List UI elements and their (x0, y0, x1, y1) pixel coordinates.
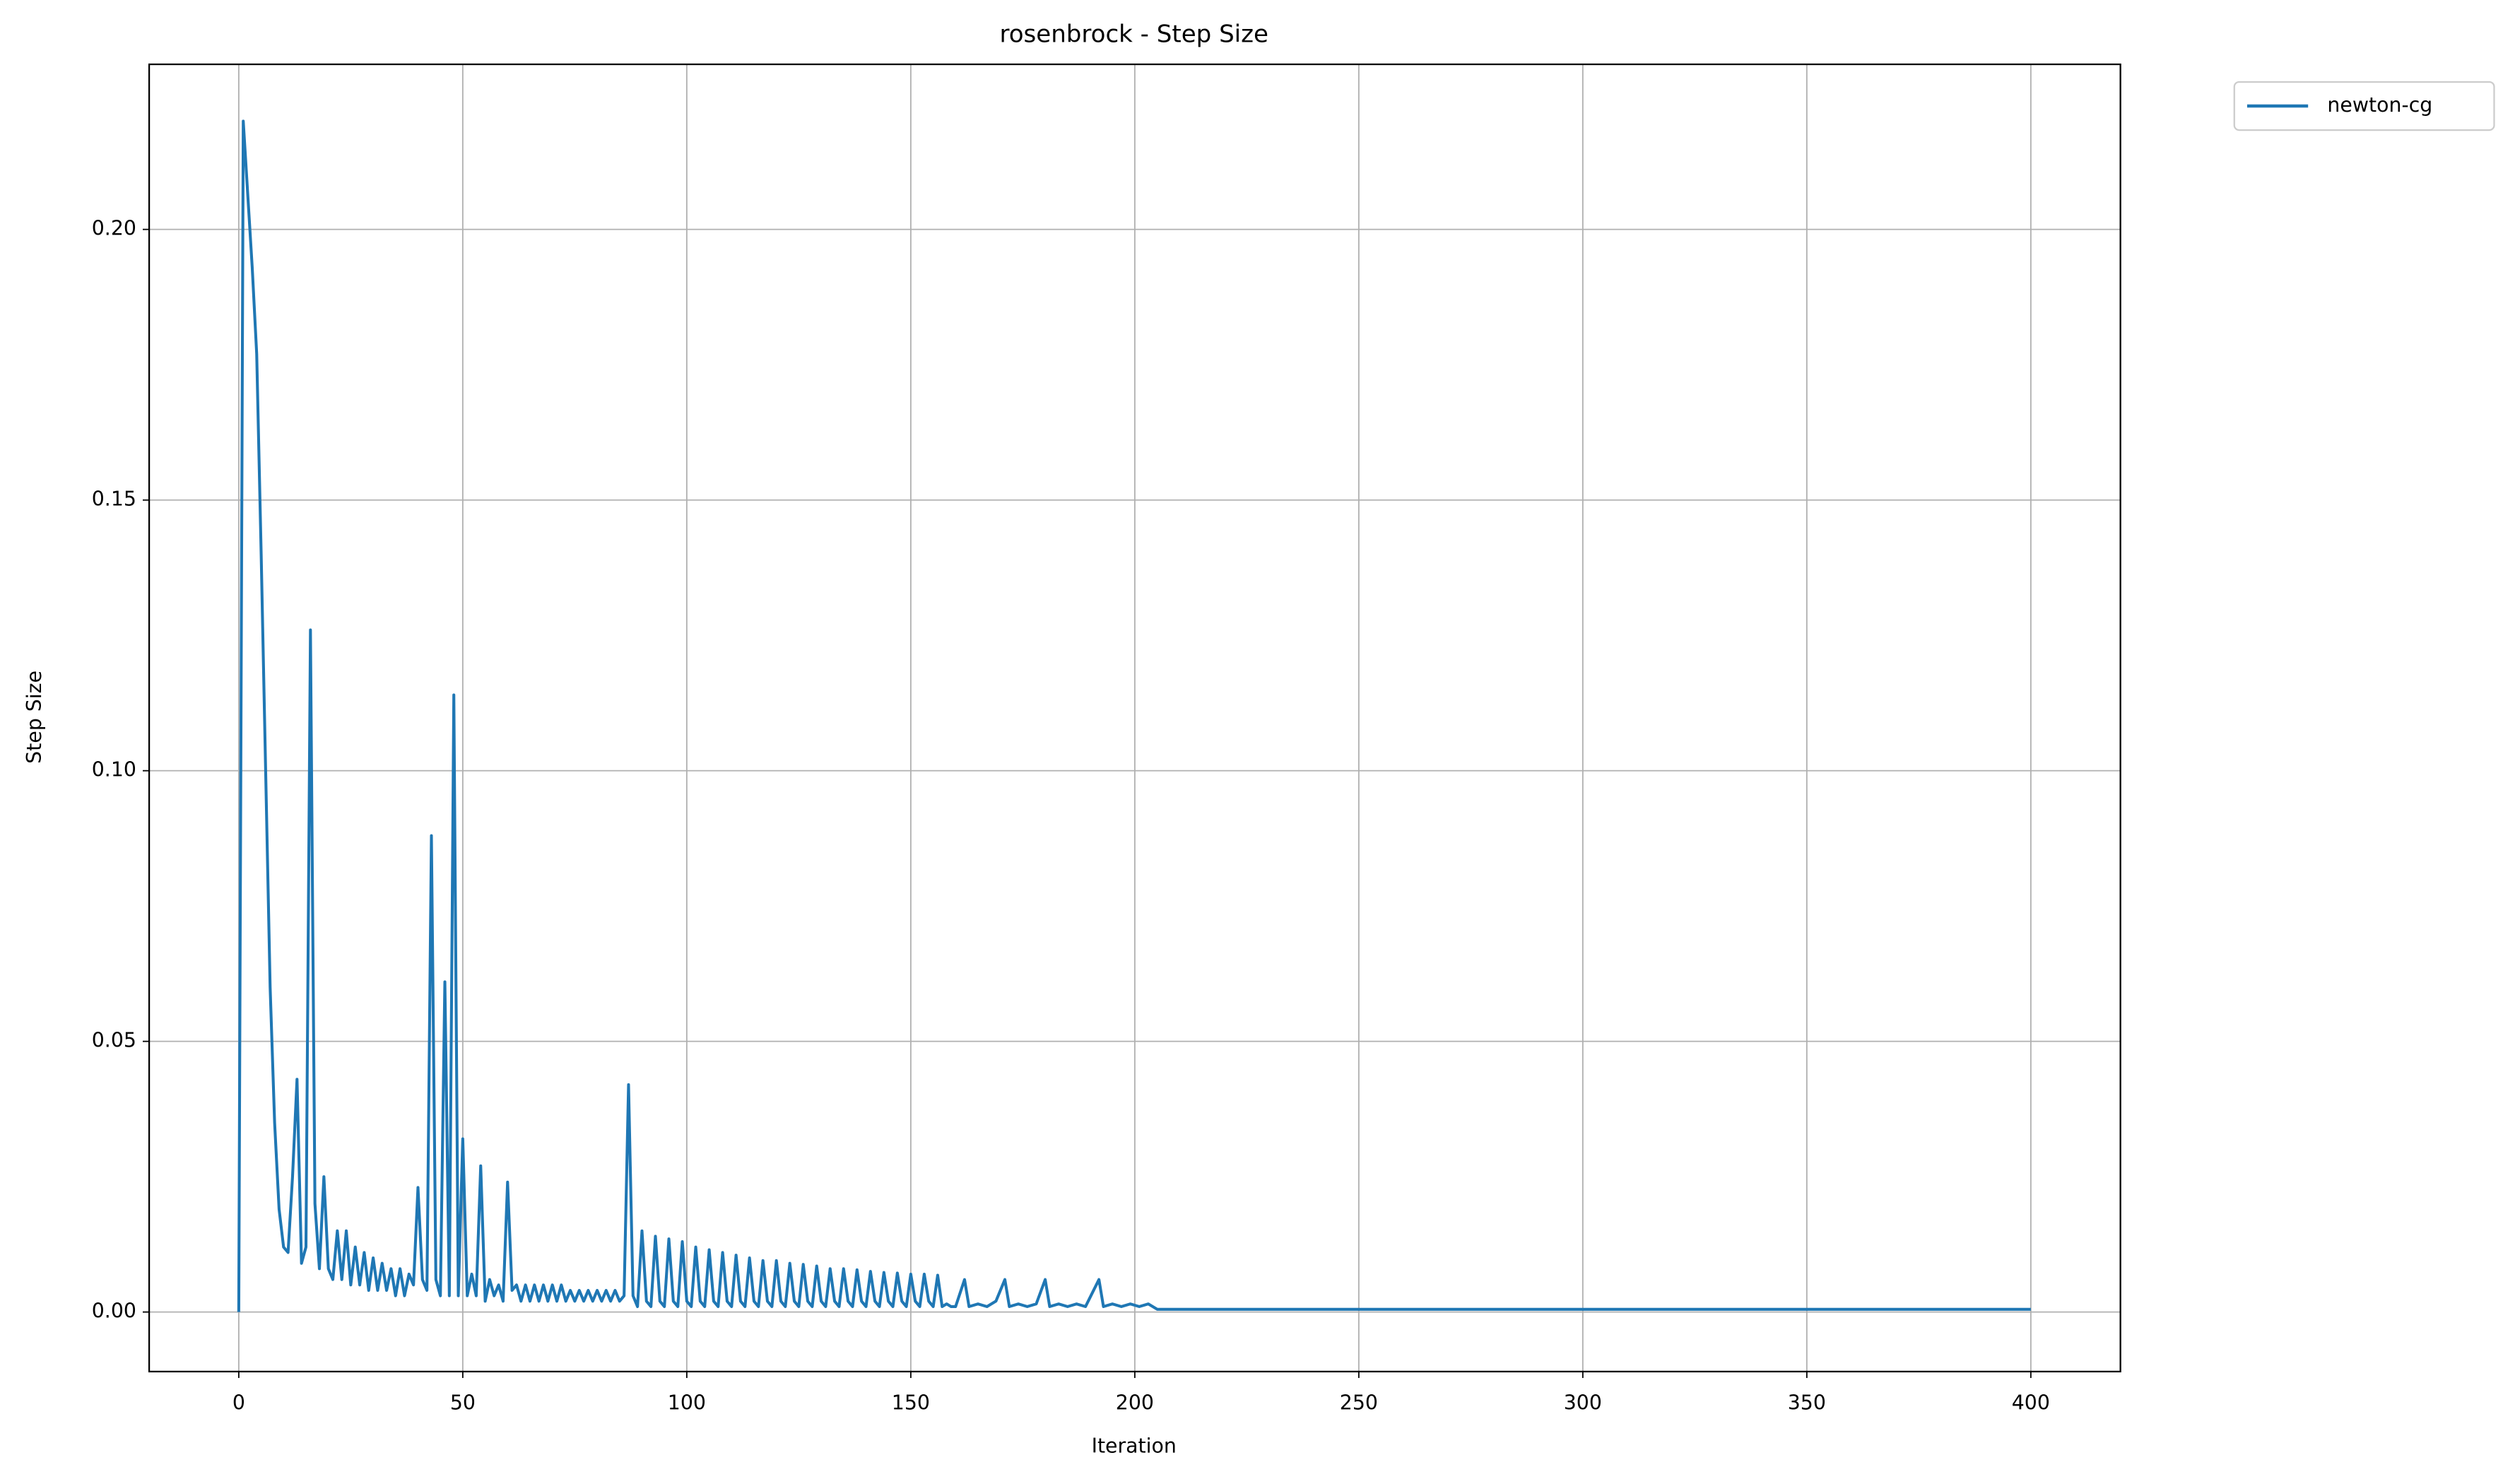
y-axis-label: Step Size (23, 671, 46, 764)
x-tick-label: 100 (668, 1391, 706, 1414)
x-tick-label: 350 (1788, 1391, 1826, 1414)
series-line (237, 119, 2031, 1312)
legend-label: newton-cg (2327, 93, 2432, 117)
x-tick-label: 150 (892, 1391, 930, 1414)
y-tick-label: 0.20 (92, 217, 136, 240)
y-tick-label: 0.10 (92, 758, 136, 782)
x-tick-label: 400 (2012, 1391, 2050, 1414)
x-tick-label: 0 (232, 1391, 245, 1414)
x-axis-label: Iteration (1092, 1435, 1177, 1458)
y-tick-label: 0.05 (92, 1029, 136, 1052)
y-tick-label: 0.15 (92, 488, 136, 511)
legend-box (2233, 81, 2495, 131)
plot-frame (148, 63, 2121, 1373)
x-tick-label: 250 (1340, 1391, 1378, 1414)
x-tick-label: 50 (450, 1391, 476, 1414)
chart-title: rosenbrock - Step Size (999, 20, 1268, 49)
x-tick-label: 300 (1564, 1391, 1602, 1414)
y-tick-label: 0.00 (92, 1300, 136, 1323)
x-tick-label: 200 (1116, 1391, 1154, 1414)
